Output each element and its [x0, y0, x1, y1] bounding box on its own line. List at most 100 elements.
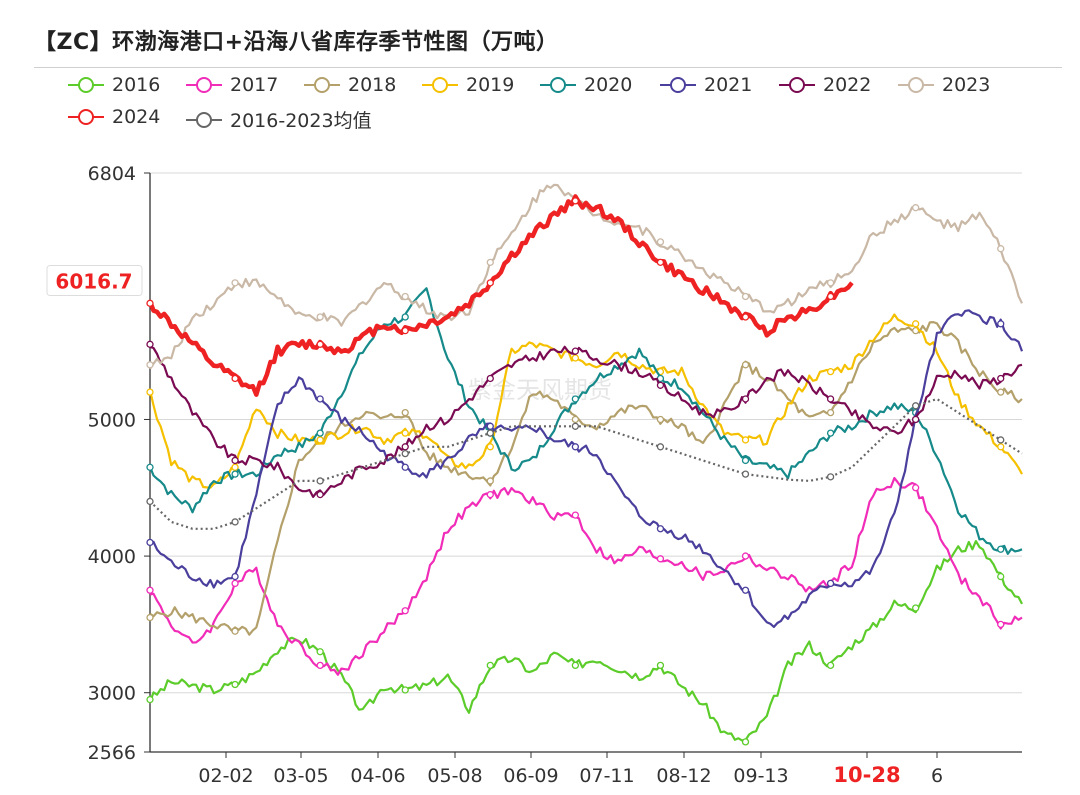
x-tick-label-highlight: 10-28: [833, 763, 900, 787]
series-line-2022: [149, 345, 1023, 498]
current-value-box: [46, 265, 143, 297]
series-point-2018: [656, 415, 665, 424]
x-tick-label: 6: [931, 765, 943, 787]
series-point-2023: [741, 292, 750, 301]
series-line-2024: [147, 194, 854, 397]
series-point-2022: [571, 347, 580, 355]
series-point-2016: [741, 738, 750, 746]
x-tick-label: 08-12: [656, 765, 711, 787]
y-tick-label: 3000: [88, 683, 136, 705]
legend-label: 2023: [942, 74, 991, 96]
series-point-2020: [741, 456, 750, 465]
series-point-2018: [571, 415, 580, 424]
series-line-2019: [148, 313, 1023, 489]
chart-title: 【ZC】环渤海港口+沿海八省库存季节性图（万吨）: [34, 30, 559, 55]
legend-marker-icon: [660, 77, 696, 93]
legend-item-2023[interactable]: 2023: [896, 74, 990, 96]
series-point-2022: [741, 395, 750, 403]
current-value-label: 6016.7: [55, 270, 132, 294]
series-point-2021: [656, 525, 665, 533]
series-line-2021: [149, 309, 1024, 628]
legend-item-2016-2023均值[interactable]: 2016-2023均值: [184, 106, 372, 133]
legend-item-2019[interactable]: 2019: [420, 74, 514, 96]
series-point-2022: [826, 395, 835, 403]
series-point-2016-2023均值: [316, 477, 324, 485]
series-point-2021: [401, 463, 409, 471]
series-point-2022: [656, 381, 665, 389]
legend-item-2024[interactable]: 2024: [66, 106, 160, 128]
y-tick-label: 6804: [88, 163, 136, 185]
legend-item-2022[interactable]: 2022: [777, 74, 871, 96]
x-tick-label: 03-05: [273, 765, 328, 787]
series-point-2021: [146, 538, 154, 547]
legend-marker-icon: [68, 109, 104, 125]
series-line-2020: [148, 287, 1023, 555]
series-point-2024: [571, 197, 580, 205]
series-point-2016-2023均值: [231, 518, 239, 526]
series-point-2019: [741, 436, 750, 444]
legend-marker-icon: [68, 77, 104, 93]
series-point-2023: [486, 258, 494, 267]
series-point-2018: [146, 613, 154, 622]
series-point-2016: [316, 648, 324, 656]
legend-label: 2018: [348, 74, 397, 96]
series-line-2016-2023均值: [149, 397, 1023, 530]
series-point-2023: [997, 245, 1005, 253]
series-point-2017: [741, 552, 750, 560]
series-point-2016: [146, 695, 154, 704]
series-line-2018: [149, 321, 1023, 636]
x-tick-label: 02-02: [198, 765, 253, 787]
series-point-2016-2023均值: [656, 443, 665, 451]
series-point-2023: [401, 292, 409, 301]
series-point-2016-2023均值: [571, 422, 580, 430]
series-point-2024: [826, 292, 835, 301]
series-point-2016: [656, 661, 665, 670]
series-point-2018: [231, 627, 239, 635]
series-point-2023: [656, 238, 665, 246]
series-point-2019: [571, 354, 580, 362]
series-point-2016-2023均值: [912, 402, 920, 410]
series-point-2016: [997, 572, 1005, 581]
legend-marker-icon: [186, 111, 222, 128]
series-point-2019: [826, 367, 835, 376]
legend-item-2017[interactable]: 2017: [184, 74, 278, 96]
series-point-2017: [146, 586, 154, 594]
series-point-2023: [231, 279, 239, 287]
legend-label: 2016-2023均值: [230, 110, 372, 132]
series-point-2024: [316, 340, 324, 348]
series-point-2018: [486, 477, 494, 485]
legend-item-2020[interactable]: 2020: [538, 74, 632, 96]
series-point-2017: [231, 579, 239, 588]
series-point-2019: [997, 443, 1005, 451]
series-point-2018: [826, 408, 835, 417]
legend-item-2018[interactable]: 2018: [302, 74, 396, 96]
legend-marker-icon: [304, 77, 340, 93]
series-point-2024: [146, 299, 154, 307]
series-point-2016-2023均值: [997, 436, 1005, 444]
series-point-2017: [656, 555, 665, 563]
legend-marker-icon: [422, 77, 458, 93]
series-point-2019: [146, 388, 154, 396]
series-point-2023: [146, 361, 154, 369]
legend-item-2021[interactable]: 2021: [658, 74, 752, 96]
series-point-2024: [656, 258, 665, 267]
legend-label: 2019: [466, 74, 515, 96]
series-point-2019: [401, 429, 409, 437]
series-point-2016: [231, 680, 239, 689]
series-point-2017: [571, 511, 580, 519]
series-point-2016-2023均值: [486, 429, 494, 437]
series-point-2020: [231, 470, 239, 478]
series-point-2016-2023均值: [741, 470, 750, 478]
legend-marker-icon: [540, 77, 576, 93]
series-point-2021: [741, 586, 750, 594]
legend-item-2016[interactable]: 2016: [66, 74, 160, 96]
series-point-2018: [997, 388, 1005, 396]
series-point-2022: [912, 415, 920, 424]
series-point-2018: [401, 408, 409, 417]
series-point-2016: [401, 686, 409, 694]
y-tick-label: 2566: [88, 742, 136, 764]
series-line-2017: [149, 476, 1023, 676]
series-point-2021: [997, 320, 1005, 328]
series-point-2016: [571, 661, 580, 670]
